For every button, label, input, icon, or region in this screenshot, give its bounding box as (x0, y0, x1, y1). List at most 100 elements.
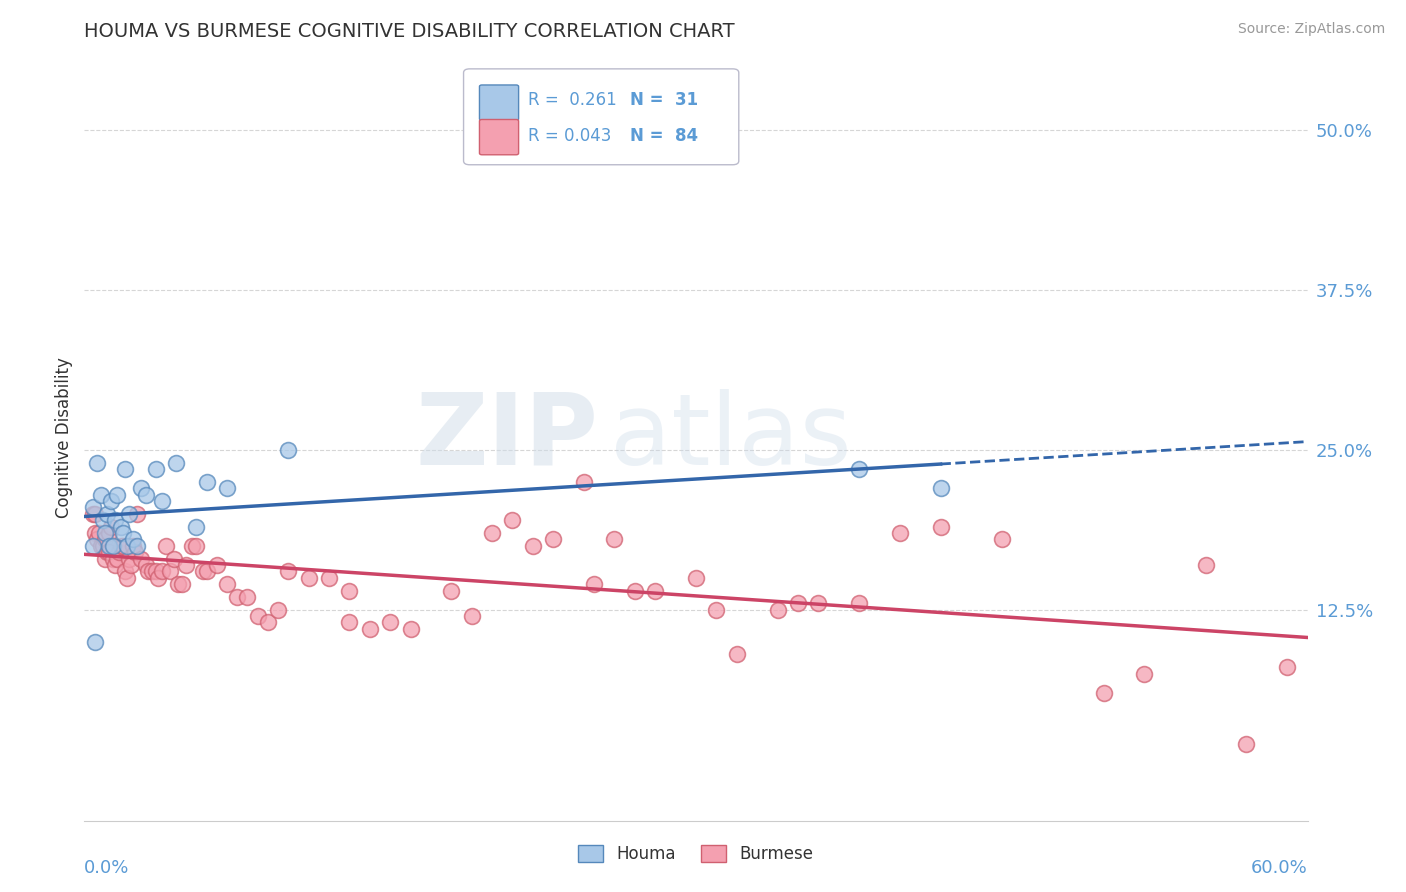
Point (83, 526, 105, 541)
Point (236, 590, 259, 604)
Point (101, 539, 124, 553)
Point (90, 539, 112, 553)
Point (82, 507, 104, 521)
Point (122, 539, 145, 553)
Point (399, 622, 422, 636)
Point (339, 615, 361, 630)
Point (124, 545, 146, 559)
Point (115, 571, 138, 585)
Point (191, 565, 214, 579)
Point (91, 539, 114, 553)
Text: ZIP: ZIP (415, 389, 598, 485)
Point (277, 565, 299, 579)
Point (101, 551, 124, 566)
Point (110, 519, 132, 533)
Point (114, 462, 136, 476)
Point (172, 577, 194, 591)
Point (83, 507, 105, 521)
FancyBboxPatch shape (479, 120, 519, 155)
Point (93, 533, 115, 547)
Point (267, 603, 290, 617)
Point (186, 539, 208, 553)
Point (110, 539, 132, 553)
Point (145, 565, 167, 579)
Point (572, 475, 595, 489)
Point (787, 596, 810, 610)
Point (100, 494, 122, 508)
Text: atlas: atlas (610, 389, 852, 485)
Point (195, 565, 218, 579)
Point (889, 526, 911, 541)
Point (359, 622, 381, 636)
Point (118, 551, 141, 566)
Point (96, 507, 118, 521)
Point (100, 519, 122, 533)
Point (97, 539, 120, 553)
Point (86, 456, 108, 470)
Point (502, 513, 524, 527)
Point (135, 488, 157, 502)
Point (87, 526, 110, 541)
Point (115, 539, 138, 553)
Point (97, 545, 120, 559)
Point (848, 596, 870, 610)
Text: Source: ZipAtlas.com: Source: ZipAtlas.com (1237, 22, 1385, 37)
Legend: Houma, Burmese: Houma, Burmese (572, 838, 820, 870)
Point (118, 507, 141, 521)
Point (83, 634, 105, 648)
Point (91, 513, 114, 527)
Point (90, 488, 112, 502)
Point (163, 551, 186, 566)
Point (97, 526, 120, 541)
Point (991, 533, 1014, 547)
Point (685, 571, 707, 585)
Point (96, 545, 118, 559)
Point (1236, 737, 1258, 751)
Point (136, 565, 159, 579)
Point (159, 565, 181, 579)
Point (522, 539, 544, 553)
Text: N =  84: N = 84 (630, 128, 697, 145)
Text: R = 0.043: R = 0.043 (529, 128, 612, 145)
Point (82, 539, 104, 553)
Point (105, 488, 128, 502)
Point (141, 565, 163, 579)
Point (217, 577, 239, 591)
Point (150, 494, 173, 508)
Point (246, 609, 269, 624)
Point (146, 571, 169, 585)
Point (1133, 666, 1156, 681)
Point (257, 615, 280, 630)
Y-axis label: Cognitive Disability: Cognitive Disability (55, 357, 73, 517)
Point (150, 565, 173, 579)
Point (195, 475, 218, 489)
Point (155, 539, 177, 553)
Point (127, 507, 149, 521)
Point (145, 462, 167, 476)
Point (122, 533, 145, 547)
Point (624, 583, 647, 598)
Point (298, 571, 321, 585)
Point (929, 481, 952, 495)
Point (277, 442, 299, 457)
Point (1092, 686, 1115, 700)
Point (108, 545, 131, 559)
Point (114, 565, 136, 579)
Point (104, 513, 127, 527)
Point (583, 577, 606, 591)
FancyBboxPatch shape (479, 85, 519, 120)
Point (644, 583, 666, 598)
Point (481, 526, 503, 541)
Point (181, 539, 204, 553)
Point (205, 558, 228, 572)
Text: R =  0.261: R = 0.261 (529, 91, 617, 110)
Point (217, 481, 239, 495)
Point (93, 551, 115, 566)
Point (131, 481, 153, 495)
Point (440, 583, 463, 598)
Point (380, 615, 402, 630)
Text: 60.0%: 60.0% (1251, 859, 1308, 877)
Point (135, 558, 157, 572)
FancyBboxPatch shape (464, 69, 738, 165)
Point (105, 551, 128, 566)
